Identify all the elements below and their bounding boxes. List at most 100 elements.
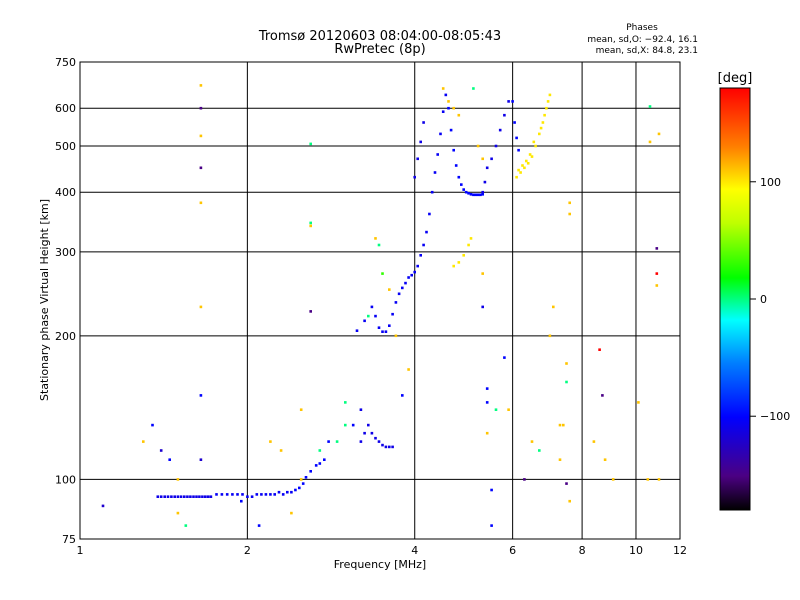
echo-point [404, 281, 407, 285]
echo-point [490, 157, 493, 161]
x-tick-labels: 1 2 4 6 8 10 12 [77, 544, 688, 557]
echo-point [301, 482, 305, 485]
echo-point [290, 490, 293, 494]
noise-point [637, 401, 640, 404]
noise-point [299, 408, 303, 411]
echo-point [416, 157, 419, 161]
echo-point [236, 493, 239, 496]
echo-point [156, 495, 160, 498]
echo-point [391, 312, 394, 316]
echo-point [452, 264, 455, 268]
noise-point [503, 356, 506, 359]
echo-point [498, 128, 502, 132]
echo-point [507, 100, 510, 103]
noise-point [351, 423, 355, 427]
echo-point [469, 237, 473, 240]
y-axis-label: Stationary phase Virtual Height [km] [38, 199, 51, 401]
echo-point [454, 164, 458, 167]
noise-point [142, 440, 145, 443]
echo-point [377, 326, 381, 329]
y-tick-labels: 75 100 200 300 400 500 600 750 [55, 56, 76, 546]
echo-point [439, 132, 442, 136]
noise-point [344, 423, 347, 427]
echo-point [485, 166, 489, 170]
echo-point [515, 175, 518, 179]
echo-point [370, 431, 374, 435]
noise-point [176, 511, 180, 515]
noise-point [401, 394, 404, 397]
echo-point [277, 490, 281, 494]
echo-point [318, 462, 322, 465]
noise-point [359, 408, 363, 411]
echo-point [467, 192, 470, 195]
noise-point [565, 362, 568, 365]
echo-point [355, 329, 359, 332]
echo-point [250, 495, 254, 498]
echo-point [209, 495, 213, 498]
echo-point [281, 493, 285, 496]
y-tick-label: 75 [62, 533, 76, 546]
noise-point [257, 524, 261, 527]
noise-point [290, 511, 293, 515]
noise-point [538, 449, 541, 452]
echo-point [231, 493, 234, 496]
noise-point [657, 132, 661, 136]
noise-point [648, 140, 652, 144]
echo-point [294, 488, 297, 492]
y-tick-label: 300 [55, 246, 76, 259]
noise-point [530, 440, 534, 443]
noise-point [558, 458, 562, 461]
echo-point [541, 121, 545, 124]
echo-point [176, 495, 180, 498]
data-points [101, 84, 661, 527]
echo-point [384, 445, 388, 449]
y-tick-label: 750 [55, 56, 76, 69]
grid [80, 62, 680, 539]
echo-point [163, 495, 166, 498]
echo-point [444, 93, 448, 97]
noise-point [655, 284, 659, 287]
stats-x-mode: mean, sd,X: 84.8, 23.1 [596, 46, 698, 56]
noise-point [568, 212, 571, 216]
echo-point [179, 495, 183, 498]
echo-point [503, 113, 506, 117]
noise-point [481, 272, 484, 275]
echo-point [298, 486, 301, 490]
echo-point [359, 440, 363, 443]
echo-point [186, 495, 189, 498]
echo-point [462, 254, 465, 257]
echo-point [381, 330, 384, 333]
x-tick-label: 6 [509, 544, 516, 557]
noise-point [367, 314, 370, 318]
y-tick-label: 600 [55, 102, 76, 115]
echo-point [363, 431, 366, 435]
echo-point [264, 493, 268, 496]
echo-point [469, 193, 473, 196]
noise-point [655, 272, 659, 275]
echo-point [476, 193, 480, 197]
echo-point [545, 106, 548, 110]
echo-point [538, 132, 541, 136]
echo-point [513, 121, 516, 124]
echo-point [457, 261, 461, 264]
noise-point [309, 310, 312, 313]
echo-point [519, 171, 522, 174]
y-tick-label: 200 [55, 330, 76, 343]
echo-point [460, 183, 463, 186]
echo-point [534, 144, 537, 148]
noise-point [447, 100, 450, 103]
echo-point [170, 495, 173, 498]
echo-point [204, 495, 207, 498]
echo-point [269, 493, 272, 496]
echo-point [464, 190, 468, 194]
noise-point [592, 440, 596, 443]
echo-point [183, 495, 186, 498]
noise-point [548, 334, 552, 338]
noise-point [309, 142, 312, 146]
echo-point [526, 162, 530, 165]
echo-point [422, 121, 425, 124]
noise-point [199, 305, 203, 309]
noise-point [309, 224, 312, 228]
noise-point [388, 288, 391, 291]
